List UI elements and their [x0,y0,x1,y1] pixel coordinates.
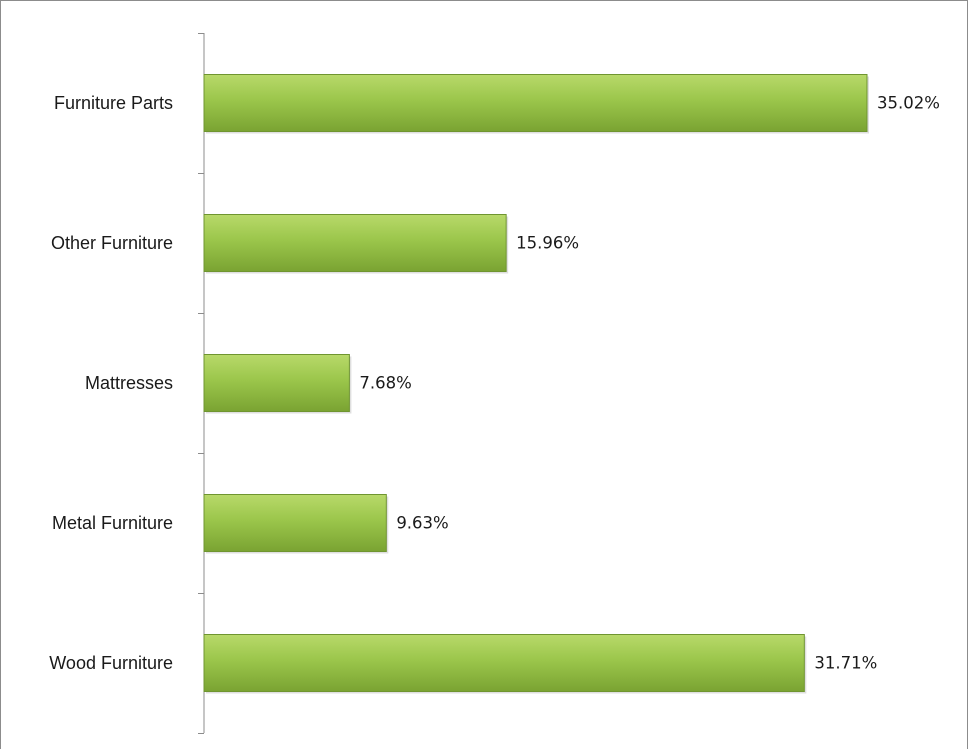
labels: Furniture Parts 35.02% Other Furniture 15.9… [49,93,940,673]
bar-mattresses [203,354,350,412]
category-label: Furniture Parts [54,93,173,113]
category-label: Wood Furniture [49,653,173,673]
category-label: Metal Furniture [52,513,173,533]
y-axis [198,33,205,734]
bar-metal-furniture [203,494,387,552]
category-label: Mattresses [85,373,173,393]
value-label: 7.68% [359,374,411,393]
bar-other-furniture [203,214,507,272]
bars [203,74,869,694]
bar-wood-furniture [203,634,805,692]
value-label: 35.02% [877,94,940,113]
value-label: 15.96% [516,234,579,253]
bar-furniture-parts [203,74,868,132]
value-label: 9.63% [396,514,448,533]
value-label: 31.71% [814,654,877,673]
category-label: Other Furniture [51,233,173,253]
